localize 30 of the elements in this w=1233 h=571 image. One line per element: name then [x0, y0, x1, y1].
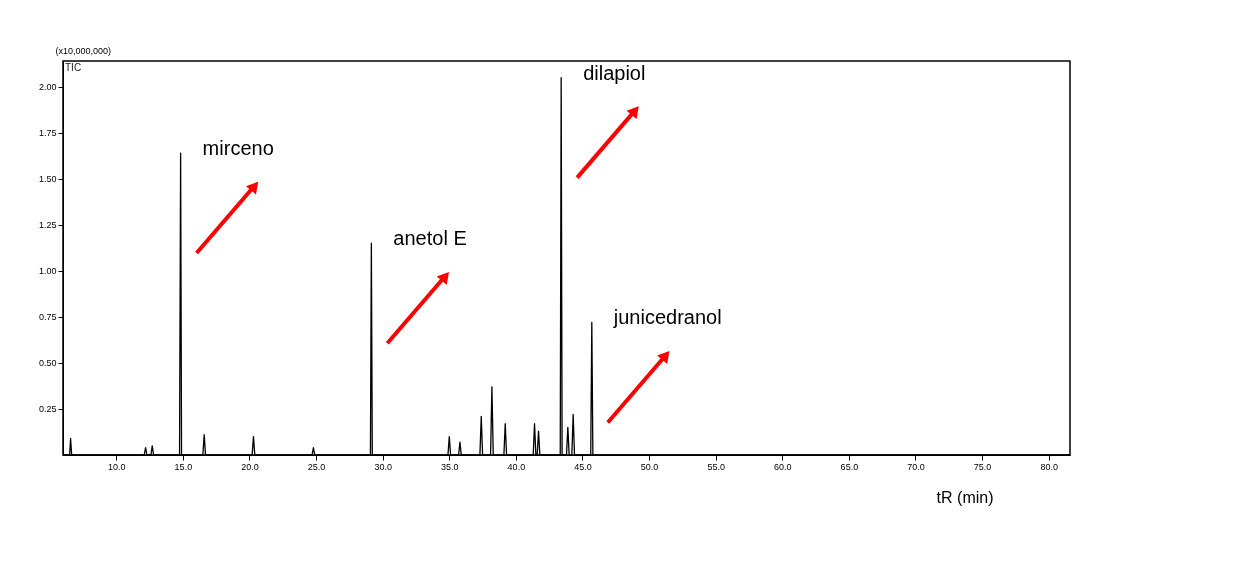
- annotation: TIC: [65, 62, 82, 73]
- x-tick-label: 65.0: [840, 461, 859, 472]
- x-tick-label: 80.0: [1040, 461, 1058, 472]
- y-tick-label: 1.50: [38, 174, 57, 185]
- annotation: junicedranol: [612, 306, 722, 329]
- x-tick-label: 45.0: [574, 461, 592, 472]
- y-tick-label: 1.75: [38, 128, 57, 139]
- x-tick-label: 55.0: [707, 461, 725, 472]
- y-tick-label: 0.50: [38, 358, 57, 369]
- x-tick-label: 50.0: [640, 461, 659, 472]
- y-axis-title: (x10,000,000): [55, 45, 112, 56]
- x-tick-label: 70.0: [907, 461, 925, 472]
- y-tick-label: 1.00: [38, 266, 57, 277]
- y-tick-label: 0.75: [38, 312, 57, 323]
- annotation: anetol E: [393, 227, 467, 250]
- annotation: mirceno: [202, 137, 274, 160]
- x-tick-label: 40.0: [507, 461, 526, 472]
- annotation: dilapiol: [583, 61, 646, 84]
- x-tick-label: 10.0: [108, 461, 126, 472]
- x-tick-label: 20.0: [241, 461, 259, 472]
- x-axis-title: tR (min): [936, 488, 994, 506]
- x-tick-label: 30.0: [374, 461, 392, 472]
- x-tick-label: 35.0: [441, 461, 459, 472]
- x-tick-label: 15.0: [174, 461, 193, 472]
- y-tick-label: 0.25: [38, 404, 57, 415]
- y-tick-label: 1.25: [38, 220, 57, 231]
- y-tick-label: 2.00: [38, 82, 57, 93]
- x-tick-label: 75.0: [973, 461, 992, 472]
- x-tick-label: 60.0: [774, 461, 792, 472]
- x-tick-label: 25.0: [307, 461, 326, 472]
